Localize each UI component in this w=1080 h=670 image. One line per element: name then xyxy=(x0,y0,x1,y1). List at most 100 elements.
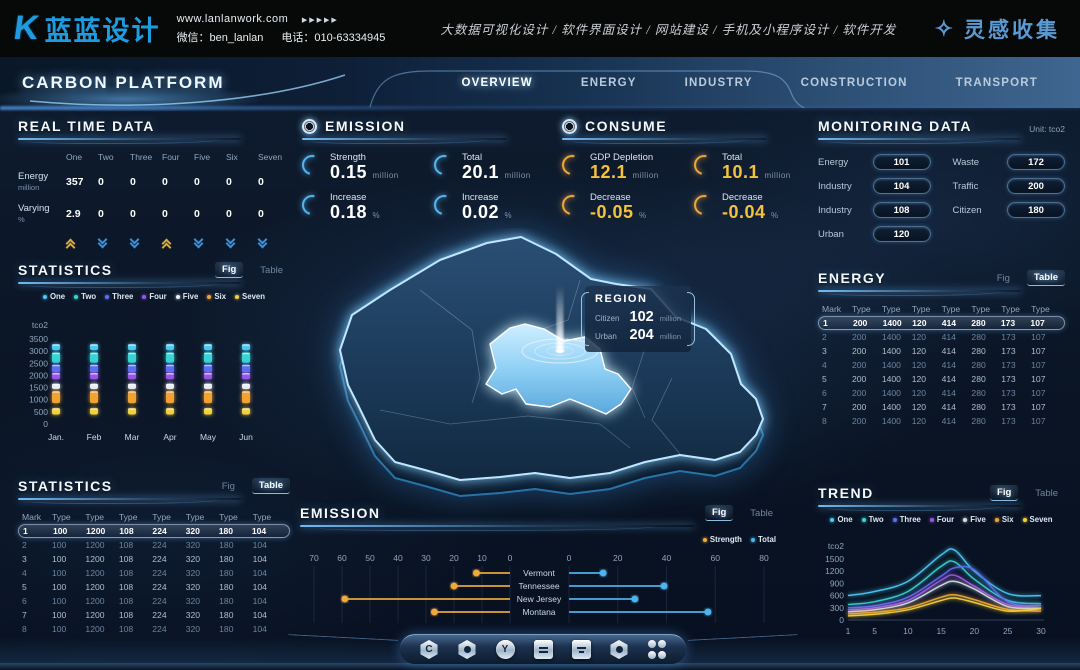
fig-toggle[interactable]: Fig xyxy=(990,485,1019,501)
emission-chart-toggle: Fig Table xyxy=(705,505,780,521)
legend-item-two[interactable]: Two xyxy=(74,292,96,301)
trend-section: TREND Fig Table One Two Three Four Five … xyxy=(818,485,1065,653)
legend-dot xyxy=(175,294,180,299)
consume-stat-grid: GDP Depletion 12.1 million Total 10.1 mi… xyxy=(558,151,812,222)
svg-text:2000: 2000 xyxy=(29,370,48,380)
legend-item-four[interactable]: Four xyxy=(142,292,167,301)
table-row[interactable]: 4 100 1200 108 224 320 180 104 xyxy=(22,568,267,578)
trend-toggle: Fig Table xyxy=(990,485,1065,501)
table-row[interactable]: 3 200 1400 120 414 280 173 107 xyxy=(822,346,1046,356)
stat-value: 0.18 % xyxy=(330,201,381,222)
map-area[interactable] xyxy=(300,228,810,506)
kiosk-icon[interactable] xyxy=(533,640,553,659)
stat-value: 20.1 million xyxy=(462,162,531,182)
svg-text:15: 15 xyxy=(936,626,946,636)
legend-item-total[interactable]: Total xyxy=(750,535,776,544)
table-row[interactable]: 7 200 1400 120 414 280 173 107 xyxy=(822,402,1046,412)
realtime-value: 357 xyxy=(66,176,84,189)
legend-item-three[interactable]: Three xyxy=(892,515,921,524)
legend-item-five[interactable]: Five xyxy=(963,515,986,524)
nav-tab-industry[interactable]: INDUSTRY xyxy=(684,76,753,89)
legend-item-six[interactable]: Six xyxy=(207,292,226,301)
website-link[interactable]: www.lanlanwork.com xyxy=(176,12,289,25)
nav-tab-transport[interactable]: TRANSPORT xyxy=(955,76,1038,89)
legend-dot xyxy=(994,517,999,522)
table-row[interactable]: 8 100 1200 108 224 320 180 104 xyxy=(22,624,267,634)
realtime-value: 0 xyxy=(194,176,200,189)
emission-chart-title: EMISSION xyxy=(300,505,381,521)
apps-icon[interactable] xyxy=(648,640,667,659)
region-urban-value: 204 xyxy=(629,327,654,343)
brand-logo[interactable]: K 蓝蓝设计 xyxy=(11,9,161,48)
table-row[interactable]: 8 200 1400 120 414 280 173 107 xyxy=(822,416,1046,426)
stat-item: GDP Depletion 12.1 million xyxy=(558,151,680,182)
legend-dot xyxy=(963,517,968,522)
legend-item-seven[interactable]: Seven xyxy=(235,292,265,301)
table-row[interactable]: 5 100 1200 108 224 320 180 104 xyxy=(22,582,267,592)
table-row[interactable]: 5 200 1400 120 414 280 173 107 xyxy=(822,374,1046,384)
region-urban-unit: million xyxy=(659,332,681,341)
pager-arrows-icon: ▶▶▶▶▶ xyxy=(301,16,339,24)
monitoring-item: Traffic 200 xyxy=(952,178,1065,194)
legend-dot xyxy=(1022,517,1027,522)
nav-tab-energy[interactable]: ENERGY xyxy=(580,76,637,89)
gear-icon[interactable] xyxy=(458,640,476,659)
legend-item-six[interactable]: Six xyxy=(994,515,1014,524)
emission-stat-grid: Strength 0.15 million Total 20.1 million… xyxy=(298,151,552,222)
region-popup[interactable]: REGION Citizen 102 million Urban 204 mil… xyxy=(581,286,695,352)
legend-item-two[interactable]: Two xyxy=(861,515,884,524)
table-toggle[interactable]: Table xyxy=(1035,487,1058,499)
realtime-col-header: One xyxy=(66,152,83,162)
nav-tab-construction[interactable]: CONSTRUCTION xyxy=(800,76,908,89)
nav-tab-overview[interactable]: OVERVIEW xyxy=(461,76,533,89)
fig-toggle[interactable]: Fig xyxy=(996,272,1010,284)
emission-stats-title: EMISSION xyxy=(325,118,406,134)
table-row[interactable]: 3 100 1200 108 224 320 180 104 xyxy=(22,554,267,564)
consume-ring-icon xyxy=(562,118,577,134)
services-tagline: 大数据可视化设计 / 软件界面设计 / 网站建设 / 手机及小程序设计 / 软件… xyxy=(440,23,897,37)
table-row[interactable]: 6 200 1400 120 414 280 173 107 xyxy=(822,388,1046,398)
table-row[interactable]: 2 200 1400 120 414 280 173 107 xyxy=(822,332,1046,342)
stat-item: Increase 0.02 % xyxy=(430,191,552,222)
fig-toggle[interactable]: Fig xyxy=(221,480,235,492)
legend-item-four[interactable]: Four xyxy=(929,515,954,524)
svg-text:3500: 3500 xyxy=(29,334,48,344)
legend-dot xyxy=(830,517,835,522)
table-toggle[interactable]: Table xyxy=(260,264,283,276)
monitoring-value-pill: 101 xyxy=(872,154,931,170)
legend-item-three[interactable]: Three xyxy=(105,292,133,301)
realtime-row-label: Varying% xyxy=(18,202,50,225)
region-citizen-value: 102 xyxy=(629,309,654,325)
realtime-value: 0 xyxy=(258,176,264,189)
table-row[interactable]: 6 100 1200 108 224 320 180 104 xyxy=(22,596,267,606)
monitor-icon[interactable] xyxy=(571,640,591,659)
legend-dot xyxy=(74,294,79,299)
table-toggle[interactable]: Table xyxy=(251,478,290,494)
stat-value: -0.04 % xyxy=(722,201,779,222)
realtime-col-header: Three xyxy=(130,152,153,162)
svg-text:Apr: Apr xyxy=(163,432,176,442)
table-row[interactable]: 2 100 1200 108 224 320 180 104 xyxy=(22,540,267,550)
table-row[interactable]: 7 100 1200 108 224 320 180 104 xyxy=(22,610,267,620)
table-row[interactable]: 1 100 1200 108 224 320 180 104 xyxy=(18,524,290,538)
fig-toggle[interactable]: Fig xyxy=(705,505,734,521)
circle-y-icon[interactable]: Y xyxy=(495,640,515,659)
nut-icon[interactable] xyxy=(610,640,628,659)
fig-toggle[interactable]: Fig xyxy=(215,262,244,278)
inspiration-link[interactable]: ✧ 灵感收集 xyxy=(935,14,1060,44)
table-row[interactable]: 4 200 1400 120 414 280 173 107 xyxy=(822,360,1046,370)
svg-text:0: 0 xyxy=(567,553,572,563)
legend-item-one[interactable]: One xyxy=(830,515,853,524)
legend-item-one[interactable]: One xyxy=(42,292,65,301)
table-toggle[interactable]: Table xyxy=(1026,270,1065,286)
table-row[interactable]: 1 200 1400 120 414 280 173 107 xyxy=(818,316,1065,330)
main-navbar: CARBON PLATFORM OVERVIEW ENERGY INDUSTRY… xyxy=(0,57,1080,111)
table-toggle[interactable]: Table xyxy=(750,507,773,519)
monitoring-label: Traffic xyxy=(952,180,979,192)
legend-item-strength[interactable]: Strength xyxy=(702,535,742,544)
legend-item-seven[interactable]: Seven xyxy=(1022,515,1053,524)
monitoring-value-pill: 104 xyxy=(872,178,931,194)
emission-stats-section: EMISSION Strength 0.15 million Total 20.… xyxy=(298,118,552,222)
hex-c-icon[interactable]: C xyxy=(420,640,438,659)
legend-item-five[interactable]: Five xyxy=(175,292,198,301)
